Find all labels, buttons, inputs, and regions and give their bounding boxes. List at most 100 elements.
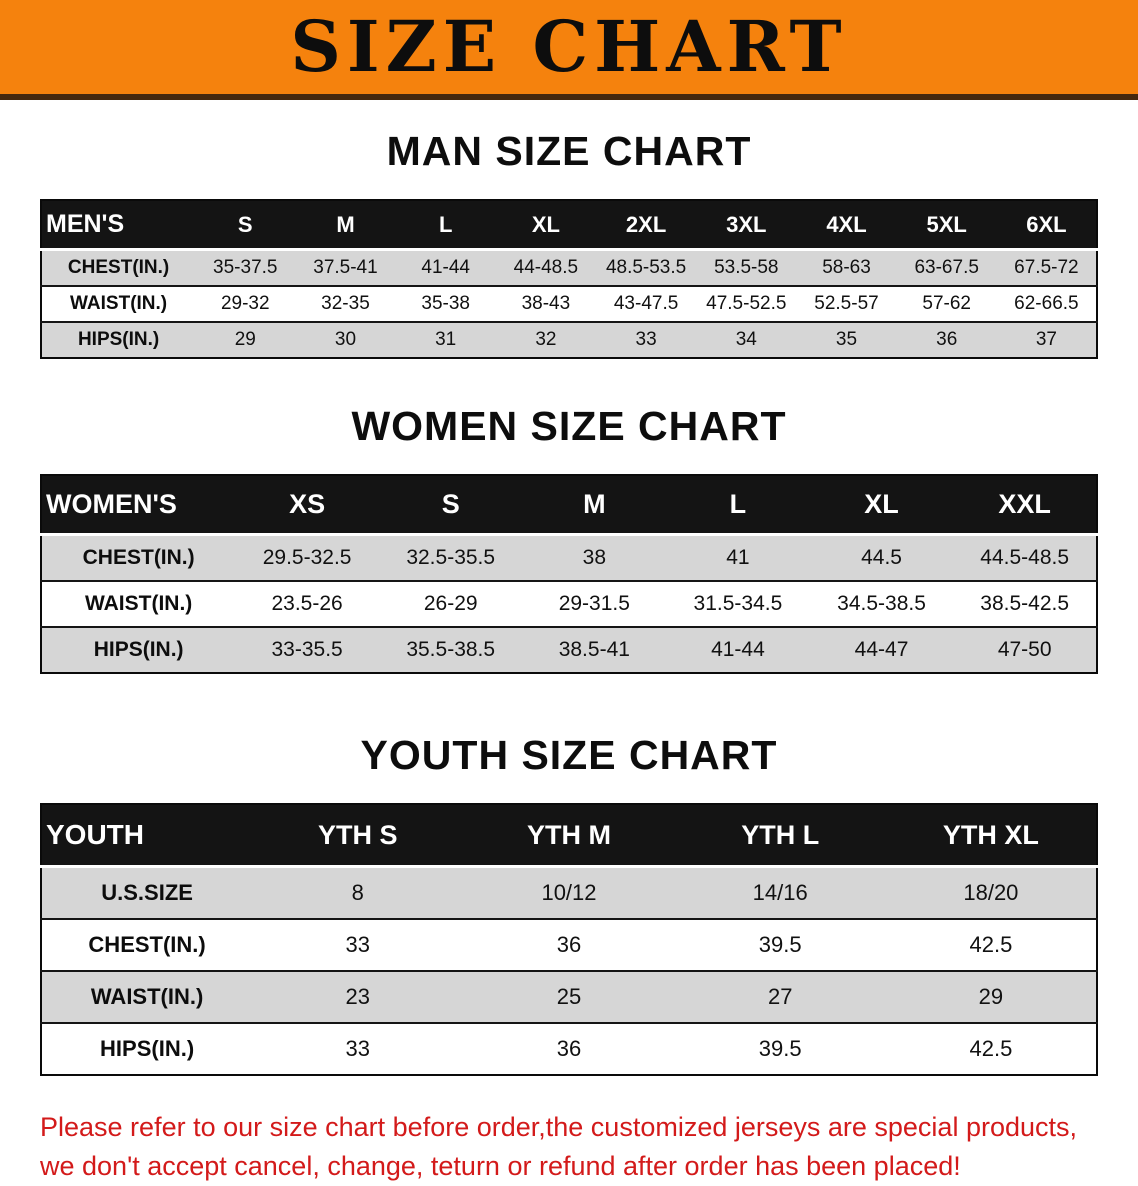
size-value: 38.5-41	[558, 638, 630, 661]
size-value: 43-47.5	[613, 293, 679, 314]
size-value: 23.5-26	[271, 592, 343, 615]
table-title-cell: YOUTH	[46, 819, 144, 850]
youth-size-table: YOUTH YTH S YTH M YTH L YTH XL U.S.SIZE 8 10/12…	[40, 803, 1098, 1076]
size-value: 8	[351, 880, 364, 905]
youth-section-heading: YOUTH SIZE CHART	[360, 732, 778, 778]
size-value: 29	[234, 329, 256, 350]
row-label: HIPS(IN.)	[93, 638, 184, 661]
order-policy-line-1: Please refer to our size chart before or…	[40, 1112, 1078, 1142]
mens-size-section: MAN SIZE CHART MEN'S S M L XL 2XL 3XL 4XL 5XL 6XL…	[0, 128, 1138, 359]
size-value: 10/12	[541, 880, 597, 905]
size-value: 38-43	[521, 293, 571, 314]
column-header: S	[441, 489, 460, 519]
row-label: WAIST(IN.)	[70, 293, 168, 314]
size-value: 33-35.5	[271, 638, 343, 661]
column-header: YTH S	[318, 819, 398, 850]
header-row: MEN'S S M L XL 2XL 3XL 4XL 5XL 6XL	[41, 200, 1097, 250]
youth-table-slot: YOUTH YTH S YTH M YTH L YTH XL U.S.SIZE 8 10/12…	[0, 803, 1138, 1076]
column-header: L	[729, 489, 747, 519]
size-value: 38.5-42.5	[980, 592, 1070, 615]
size-value: 31.5-34.5	[693, 592, 783, 615]
size-value: 35-38	[421, 293, 470, 314]
womens-section-heading: WOMEN SIZE CHART	[351, 403, 787, 449]
size-value: 47.5-52.5	[706, 293, 787, 314]
column-header: 6XL	[1026, 211, 1067, 237]
table-title-cell: MEN'S	[46, 210, 125, 238]
size-value: 37.5-41	[313, 257, 378, 278]
size-value: 44.5-48.5	[980, 546, 1070, 569]
size-value: 30	[334, 329, 357, 350]
size-value: 53.5-58	[714, 257, 779, 278]
womens-table-slot: WOMEN'S XS S M L XL XXL CHEST(IN.) 29.5-32.5 32.5…	[0, 474, 1138, 674]
column-header: YTH M	[526, 819, 611, 850]
table-row: CHEST(IN.) 33 36 39.5 42.5	[41, 919, 1097, 971]
table-row: WAIST(IN.) 29-32 32-35 35-38 38-43 43-47.5 47.…	[41, 286, 1097, 322]
size-value: 29.5-32.5	[262, 546, 352, 569]
size-value: 39.5	[758, 932, 802, 957]
banner: SIZE CHART	[0, 0, 1138, 100]
size-value: 29	[978, 984, 1004, 1009]
row-label: WAIST(IN.)	[84, 592, 193, 615]
page-title: SIZE CHART	[290, 5, 848, 88]
size-value: 33	[635, 329, 657, 350]
table-row: CHEST(IN.) 29.5-32.5 32.5-35.5 38 41 44.5 44.5…	[41, 534, 1097, 581]
column-header: M	[336, 211, 355, 237]
size-value: 57-62	[922, 293, 971, 314]
size-value: 42.5	[969, 932, 1013, 957]
table-row: HIPS(IN.) 33-35.5 35.5-38.5 38.5-41 41-44 44-…	[41, 627, 1097, 673]
row-label: HIPS(IN.)	[77, 329, 160, 350]
size-value: 44-47	[854, 638, 909, 661]
womens-size-section: WOMEN SIZE CHART WOMEN'S XS S M L XL XXL CHEST(…	[0, 403, 1138, 674]
size-value: 41	[726, 546, 750, 569]
size-value: 31	[435, 329, 457, 350]
size-value: 44.5	[861, 546, 902, 569]
size-value: 33	[345, 932, 371, 957]
header-row: YOUTH YTH S YTH M YTH L YTH XL	[41, 804, 1097, 867]
mens-size-table: MEN'S S M L XL 2XL 3XL 4XL 5XL 6XL CHEST(IN.) 35-37…	[40, 199, 1098, 359]
size-value: 34.5-38.5	[837, 592, 926, 615]
size-value: 36	[936, 329, 958, 350]
column-header: YTH L	[741, 819, 820, 850]
size-value: 25	[556, 984, 582, 1009]
table-row: WAIST(IN.) 23 25 27 29	[41, 971, 1097, 1023]
size-value: 47-50	[997, 638, 1052, 661]
order-policy-line-2: we don't accept cancel, change, teturn o…	[40, 1151, 961, 1182]
size-value: 42.5	[969, 1036, 1013, 1061]
size-value: 41-44	[711, 638, 765, 661]
column-header: 4XL	[826, 211, 867, 237]
size-value: 32-35	[321, 293, 370, 314]
column-header: XXL	[998, 489, 1051, 519]
row-label: CHEST(IN.)	[82, 546, 195, 569]
size-value: 14/16	[752, 880, 808, 905]
size-value: 32	[535, 329, 557, 350]
size-value: 63-67.5	[914, 257, 979, 278]
table-title-cell: WOMEN'S	[46, 489, 177, 519]
size-value: 35-37.5	[213, 257, 278, 278]
size-value: 44-48.5	[513, 257, 579, 278]
column-header: L	[438, 211, 453, 237]
size-value: 35.5-38.5	[406, 638, 496, 661]
size-value: 32.5-35.5	[406, 546, 496, 569]
size-value: 41-44	[421, 257, 470, 278]
column-header: M	[583, 489, 606, 519]
size-value: 26-29	[423, 592, 478, 615]
row-label: HIPS(IN.)	[100, 1036, 195, 1061]
size-value: 39.5	[758, 1036, 802, 1061]
size-value: 36	[556, 932, 582, 957]
table-row: WAIST(IN.) 23.5-26 26-29 29-31.5 31.5-34.5 34…	[41, 581, 1097, 627]
table-row: HIPS(IN.) 33 36 39.5 42.5	[41, 1023, 1097, 1075]
column-header: 5XL	[926, 211, 967, 237]
youth-size-section: YOUTH SIZE CHART YOUTH YTH S YTH M YTH L YTH…	[0, 732, 1138, 1076]
column-header: S	[237, 211, 253, 237]
order-policy-note: Please refer to our size chart before or…	[40, 1108, 1098, 1186]
row-label: CHEST(IN.)	[88, 932, 206, 957]
size-value: 18/20	[963, 880, 1019, 905]
size-value: 52.5-57	[814, 293, 879, 314]
size-value: 38	[582, 546, 606, 569]
column-header: YTH XL	[942, 819, 1039, 850]
row-label: U.S.SIZE	[101, 880, 193, 905]
column-header: 2XL	[625, 211, 667, 237]
size-value: 37	[1035, 329, 1057, 350]
size-value: 58-63	[822, 257, 871, 278]
column-header: XS	[289, 489, 326, 519]
